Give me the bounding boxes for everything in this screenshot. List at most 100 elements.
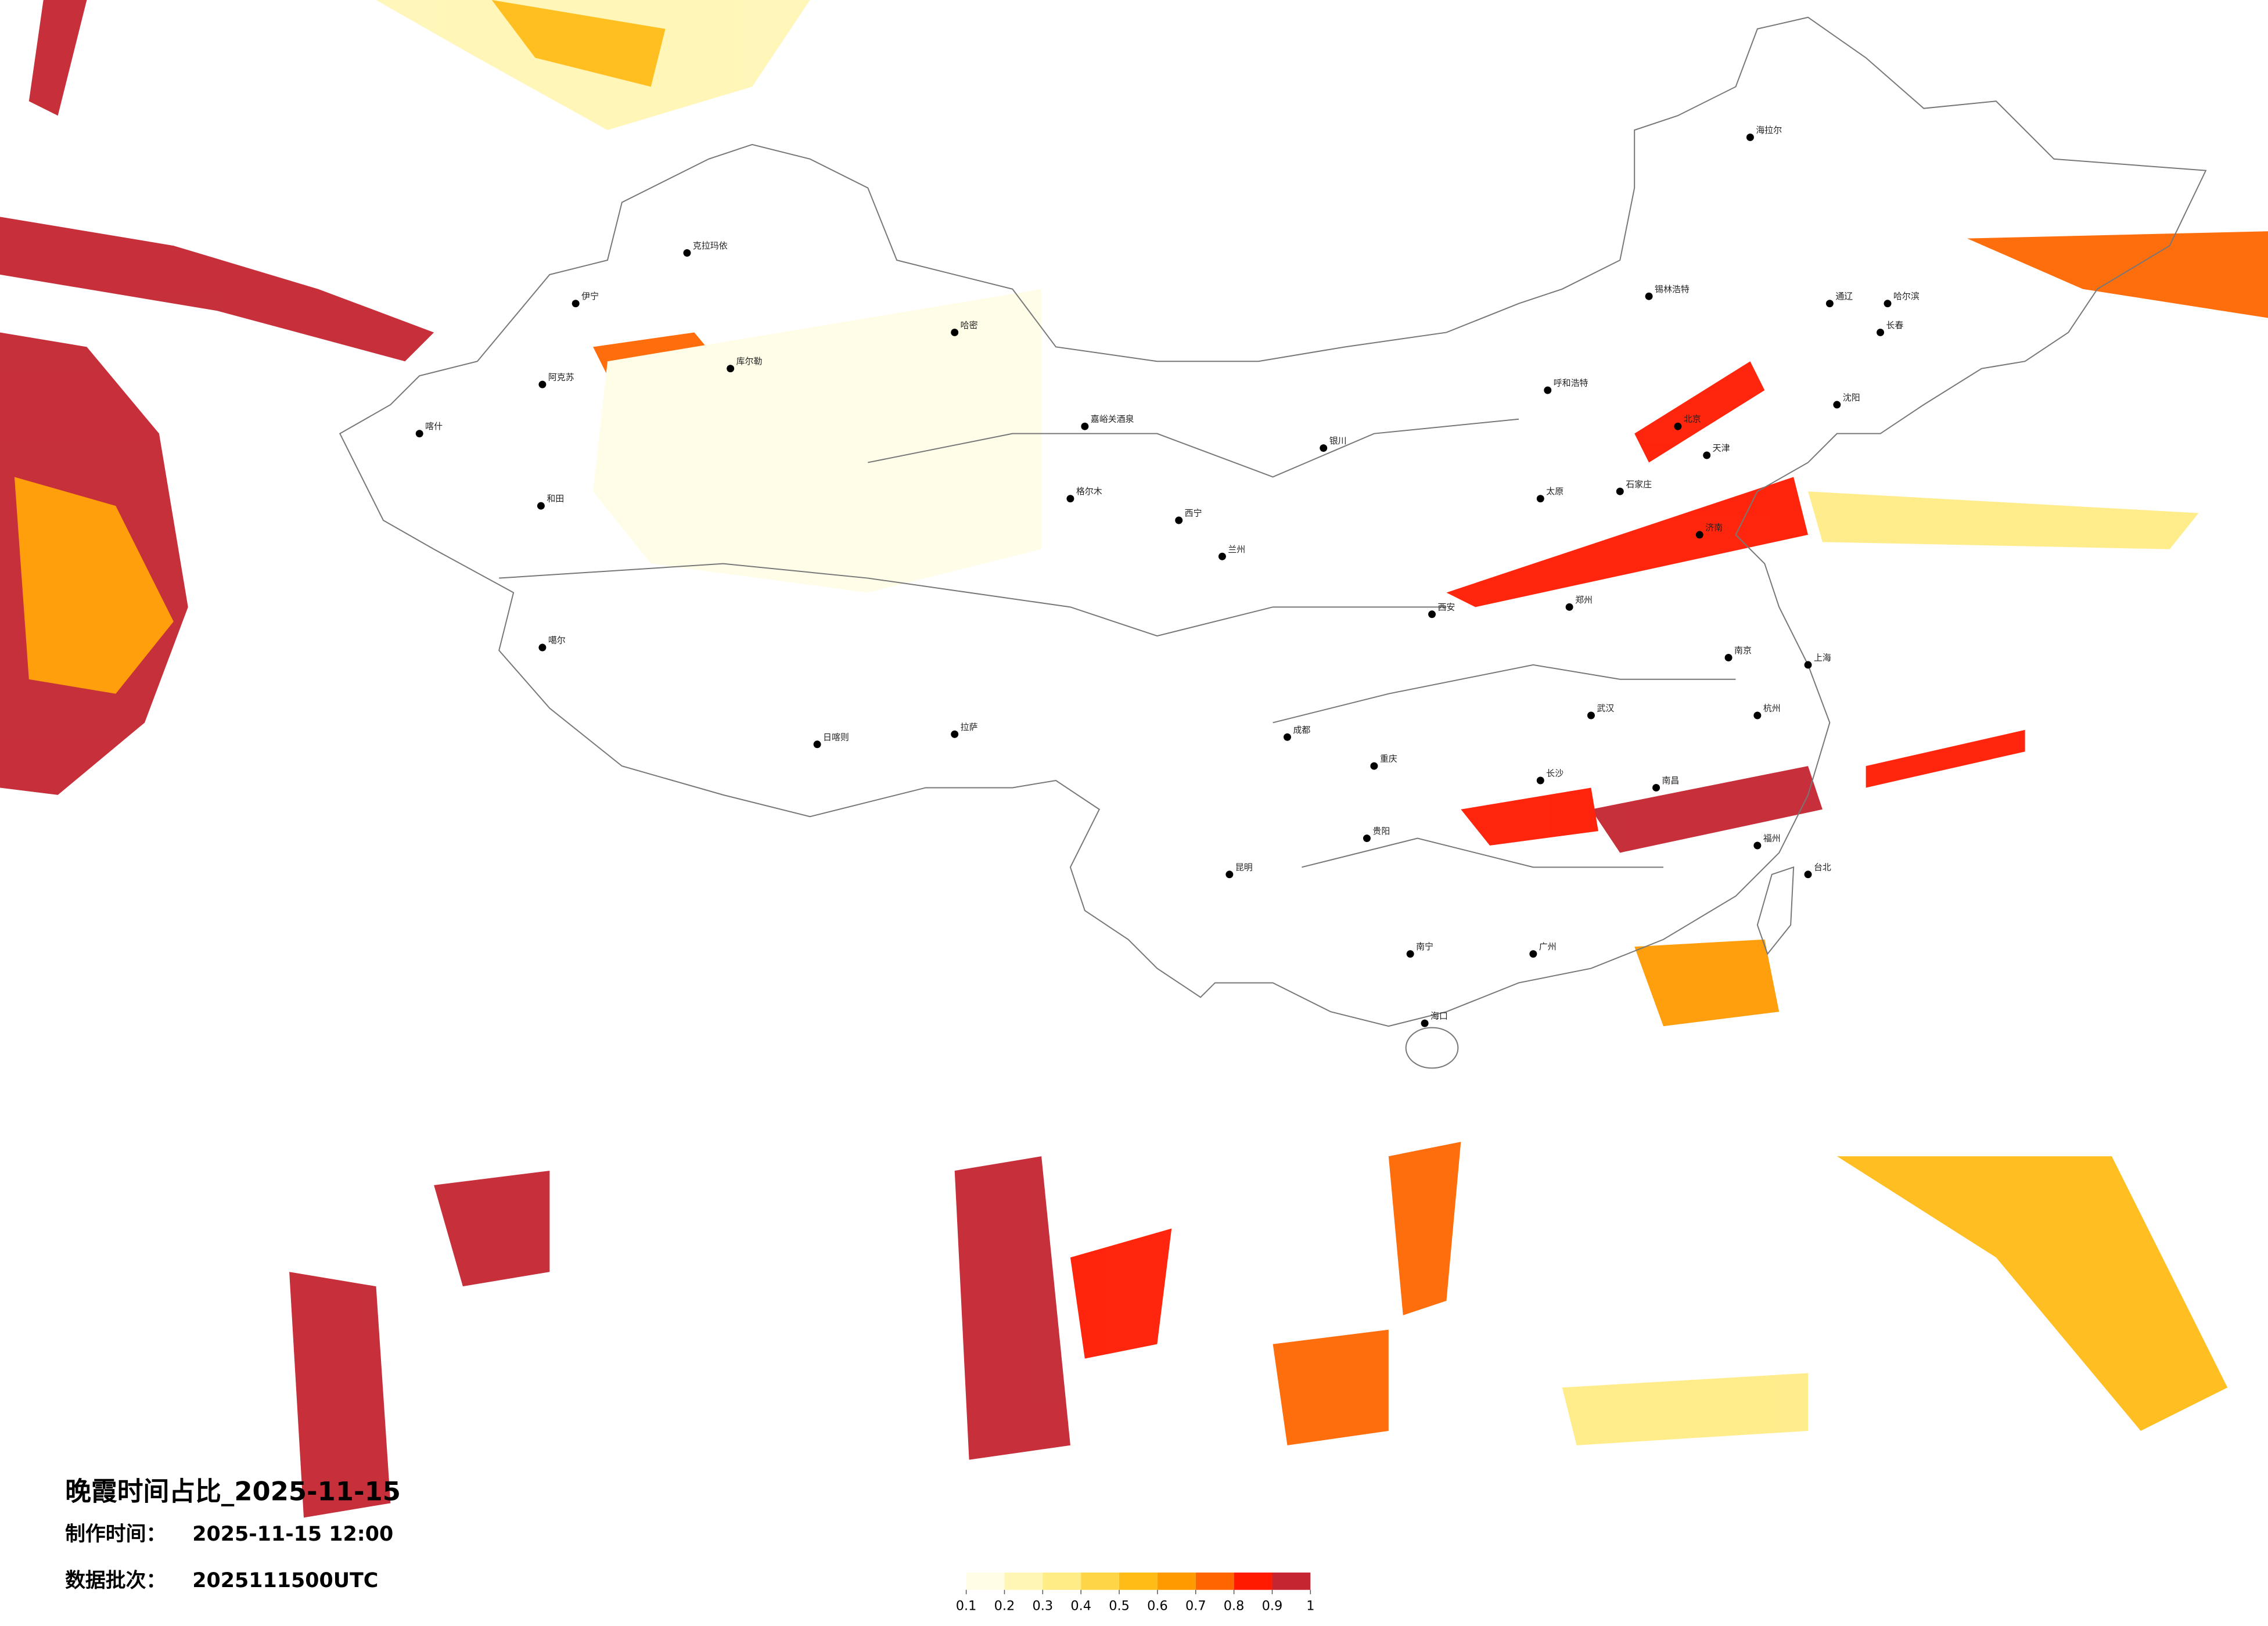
city-label: 拉萨 — [961, 722, 978, 732]
legend-swatch — [1272, 1572, 1311, 1590]
sunset-area — [434, 1171, 550, 1287]
city-dot — [1753, 841, 1762, 850]
legend-swatch — [1081, 1572, 1120, 1590]
city-dot — [1175, 516, 1183, 524]
sunset-area — [1273, 1329, 1389, 1445]
city-dot — [683, 249, 691, 257]
legend-tick-label: 0.9 — [1262, 1599, 1283, 1614]
city-label: 呼和浩特 — [1554, 378, 1588, 388]
sunset-area — [1562, 1373, 1809, 1445]
batch-label: 数据批次： — [65, 1569, 166, 1592]
city-dot — [1218, 552, 1226, 560]
legend-tick-label: 0.8 — [1224, 1599, 1245, 1614]
city-dot — [1536, 776, 1544, 785]
legend-tick-label: 0.5 — [1109, 1599, 1130, 1614]
legend-swatch — [1043, 1572, 1081, 1590]
sunset-area — [1808, 491, 2199, 549]
city-dot — [1363, 834, 1371, 843]
city-label: 海口 — [1430, 1011, 1448, 1021]
city-dot — [1804, 870, 1812, 879]
city-dot — [951, 730, 959, 738]
city-dot — [1746, 133, 1754, 141]
legend-swatch — [1157, 1572, 1196, 1590]
sunset-area — [1967, 231, 2268, 318]
city-label: 石家庄 — [1626, 479, 1652, 490]
city-label: 喀什 — [425, 421, 443, 431]
city-dot — [1674, 422, 1682, 430]
city-dot — [1616, 487, 1624, 495]
city-dot — [1877, 328, 1885, 336]
sunset-area — [1634, 939, 1780, 1027]
sunset-area — [1634, 361, 1765, 463]
city-label: 锡林浩特 — [1655, 284, 1690, 294]
country-outline — [339, 16, 2207, 1027]
sunset-area — [1591, 766, 1823, 853]
city-dot — [951, 328, 959, 336]
city-dot — [1536, 495, 1544, 503]
city-dot — [1529, 950, 1537, 958]
city-label: 日喀则 — [823, 732, 849, 742]
legend-tick-label: 0.3 — [1033, 1599, 1054, 1614]
sunset-area — [593, 289, 1042, 593]
city-dot — [1753, 711, 1762, 720]
city-label: 海拉尔 — [1756, 125, 1782, 135]
city-dot — [813, 740, 821, 749]
city-dot — [1406, 950, 1414, 958]
legend-swatch — [1234, 1572, 1273, 1590]
city-label: 南宁 — [1416, 941, 1433, 952]
sunset-area — [1461, 787, 1598, 846]
province-line — [1273, 664, 1736, 724]
city-dot — [1428, 610, 1436, 618]
legend-tick-label: 0.7 — [1185, 1599, 1206, 1614]
city-label: 嘉峪关酒泉 — [1091, 414, 1134, 425]
sunset-area — [1836, 1156, 2228, 1431]
legend-tick-label: 0.1 — [956, 1599, 977, 1614]
legend-tick-label: 1 — [1306, 1599, 1314, 1614]
taiwan-outline — [1756, 866, 1795, 955]
legend-swatch — [966, 1572, 1005, 1590]
city-dot — [1652, 783, 1660, 792]
city-label: 长沙 — [1546, 768, 1563, 779]
city-dot — [415, 430, 423, 438]
made-time-value: 2025-11-15 12:00 — [192, 1523, 393, 1546]
city-label: 南京 — [1734, 645, 1752, 656]
city-label: 克拉玛依 — [693, 240, 728, 251]
city-dot — [1724, 653, 1733, 661]
city-dot — [1703, 451, 1711, 459]
city-label: 昆明 — [1235, 862, 1253, 872]
city-dot — [538, 643, 547, 652]
legend-tick-label: 0.4 — [1070, 1599, 1091, 1614]
city-label: 太原 — [1546, 486, 1563, 497]
legend-swatch — [1119, 1572, 1158, 1590]
province-line — [499, 563, 1447, 637]
city-dot — [1884, 300, 1892, 308]
sunset-area — [28, 0, 87, 116]
boundaries — [339, 16, 2207, 1069]
city-label: 天津 — [1713, 443, 1730, 454]
city-dot — [1587, 711, 1595, 720]
city-label: 伊宁 — [581, 291, 599, 301]
city-label: 武汉 — [1597, 703, 1614, 714]
city-label: 重庆 — [1380, 754, 1397, 764]
city-dot — [537, 502, 545, 510]
city-dot — [1804, 661, 1812, 669]
legend-swatch — [1195, 1572, 1234, 1590]
city-dot — [1421, 1019, 1429, 1027]
city-label: 格尔木 — [1076, 486, 1102, 497]
city-label: 通辽 — [1835, 291, 1853, 301]
city-label: 郑州 — [1575, 595, 1593, 605]
city-label: 兰州 — [1228, 544, 1245, 555]
city-label: 上海 — [1814, 652, 1831, 663]
sunset-area — [289, 1272, 391, 1518]
city-label: 银川 — [1329, 436, 1347, 446]
city-label: 福州 — [1763, 833, 1781, 844]
city-dot — [727, 365, 735, 373]
sunset-area — [14, 477, 174, 694]
city-label: 台北 — [1814, 862, 1831, 872]
sunset-area — [1070, 1228, 1172, 1359]
city-dot — [1066, 495, 1074, 503]
batch-value: 2025111500UTC — [192, 1569, 378, 1592]
title: 晚霞时间占比_2025-11-15 — [65, 1476, 401, 1506]
